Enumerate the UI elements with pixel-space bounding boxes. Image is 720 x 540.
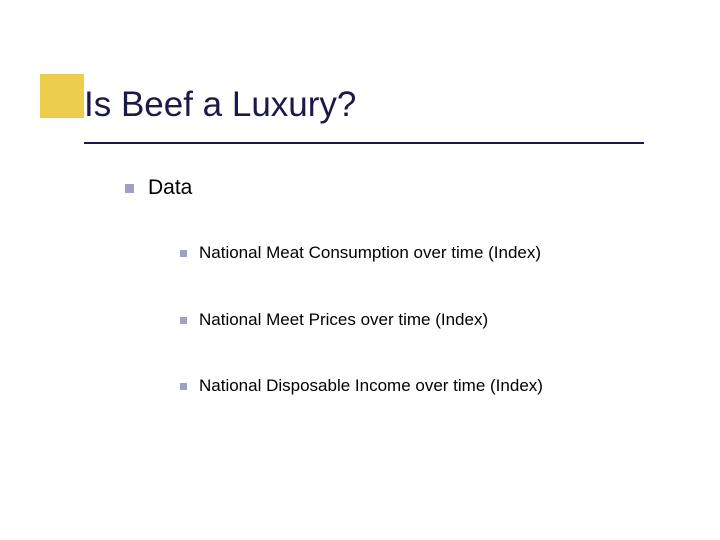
- bullet-lvl1: Data: [125, 176, 192, 200]
- bullet-lvl2-text: National Meet Prices over time (Index): [199, 310, 488, 330]
- accent-box: [40, 74, 84, 118]
- square-bullet-icon: [125, 184, 134, 193]
- square-bullet-icon: [180, 383, 187, 390]
- bullet-lvl2-text: National Meat Consumption over time (Ind…: [199, 243, 541, 263]
- bullet-lvl2: National Disposable Income over time (In…: [180, 376, 543, 396]
- square-bullet-icon: [180, 317, 187, 324]
- bullet-lvl2: National Meet Prices over time (Index): [180, 310, 488, 330]
- bullet-lvl2: National Meat Consumption over time (Ind…: [180, 243, 541, 263]
- square-bullet-icon: [180, 250, 187, 257]
- bullet-lvl1-text: Data: [148, 176, 192, 200]
- slide: Is Beef a Luxury? Data National Meat Con…: [0, 0, 720, 540]
- title-underline: [84, 142, 644, 144]
- bullet-lvl2-text: National Disposable Income over time (In…: [199, 376, 543, 396]
- slide-title: Is Beef a Luxury?: [84, 85, 356, 125]
